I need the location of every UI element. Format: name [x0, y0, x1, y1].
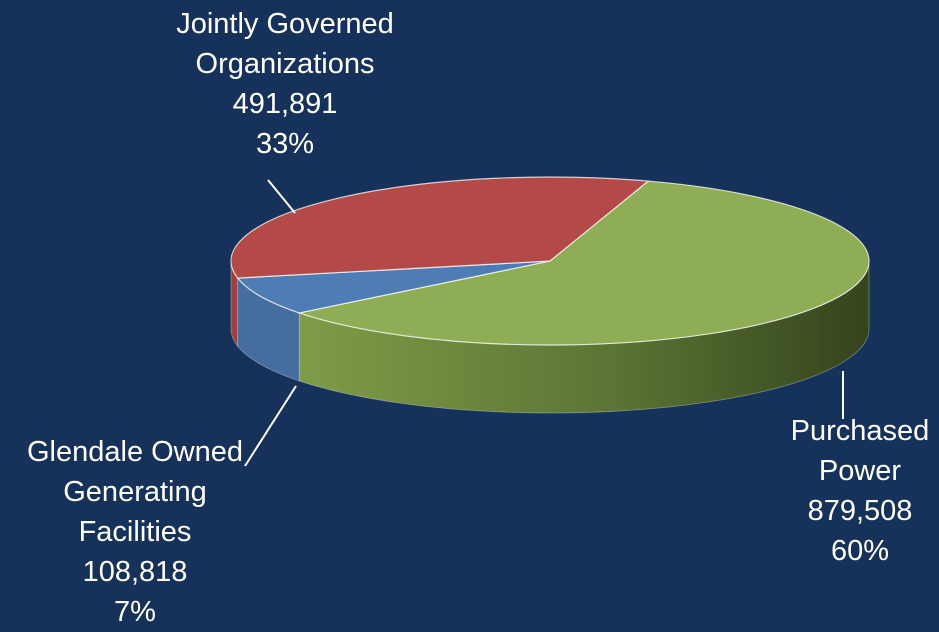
- slice-2-leader-line: [267, 179, 296, 214]
- slice-2-label-value: 491,891: [233, 88, 338, 120]
- slice-0-label-value: 879,508: [808, 495, 913, 527]
- slice-2-label-name: Jointly Governed: [176, 8, 394, 40]
- slice-2-label-name: Organizations: [196, 48, 375, 80]
- slice-1-label-percent: 7%: [114, 596, 156, 628]
- slice-labels: Purchased Power 879,508 60% Glendale Owned Ge…: [27, 8, 929, 628]
- slice-2-label-percent: 33%: [256, 128, 314, 160]
- slice-1-label-name: Facilities: [79, 516, 192, 548]
- pie-slices: [230, 176, 870, 346]
- slice-1-label-name: Glendale Owned: [27, 436, 243, 468]
- slice-2: [230, 176, 650, 279]
- slice-1-label-value: 108,818: [83, 556, 188, 588]
- pie-sides: [230, 260, 870, 414]
- slice-1-label-name: Generating: [63, 476, 207, 508]
- slice-0-label-name: Purchased: [791, 415, 930, 447]
- slice-0: [296, 180, 870, 346]
- slice-1-leader-line: [244, 385, 297, 467]
- slice-0-label-percent: 60%: [831, 535, 889, 567]
- slice-0-label-name: Power: [819, 455, 902, 487]
